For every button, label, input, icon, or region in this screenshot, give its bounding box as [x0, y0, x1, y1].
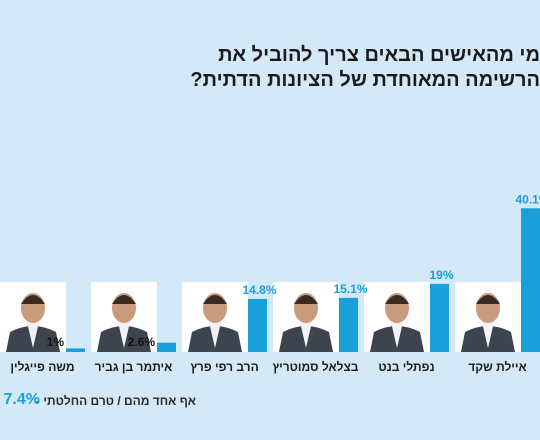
bar [521, 208, 540, 352]
portrait-hair [112, 295, 136, 304]
bar-value-label: 40.1% [515, 192, 540, 206]
bar [157, 342, 176, 352]
bar-value-label: 15.1% [333, 282, 367, 296]
portrait-shirt [391, 322, 403, 348]
portrait-shirt [300, 322, 312, 348]
portrait-hair [203, 295, 227, 304]
portrait-hair [385, 295, 409, 304]
portrait-shirt [27, 322, 39, 348]
candidate-name-label: איילת שקד [468, 360, 527, 374]
portrait-hair [294, 295, 318, 304]
portrait-hair [21, 295, 45, 304]
candidate-name-label: משה פייגלין [10, 360, 74, 374]
chart-title-line-2: הרשימה המאוחדת של הציונות הדתית? [190, 69, 540, 91]
bar-value-label: 14.8% [242, 283, 276, 297]
candidate-name-label: איתמר בן גביר [95, 360, 173, 374]
bar-value-label: 1% [47, 335, 65, 349]
bar [430, 283, 449, 352]
bar-value-label: 2.6% [128, 335, 156, 349]
portrait-shirt [209, 322, 221, 348]
chart-title-line-1: מי מהאישים הבאים צריך להוביל את [218, 44, 540, 66]
bar [248, 298, 267, 352]
portrait-hair [476, 295, 500, 304]
candidate-name-label: נפתלי בנט [378, 360, 434, 374]
undecided-footer: אף אחד מהם / טרם החלטתי - 7.4% [0, 391, 230, 412]
bar [339, 297, 358, 352]
portrait-shirt [482, 322, 494, 348]
undecided-label: אף אחד מהם / טרם החלטתי - [36, 394, 196, 408]
bar [66, 348, 85, 352]
portrait-shirt [118, 322, 130, 348]
candidate-name-label: הרב רפי פרץ [190, 360, 258, 374]
candidate-name-label: בצלאל סמוטריץ [273, 360, 359, 374]
undecided-value: 7.4% [3, 391, 40, 408]
bar-value-label: 19% [429, 268, 453, 282]
